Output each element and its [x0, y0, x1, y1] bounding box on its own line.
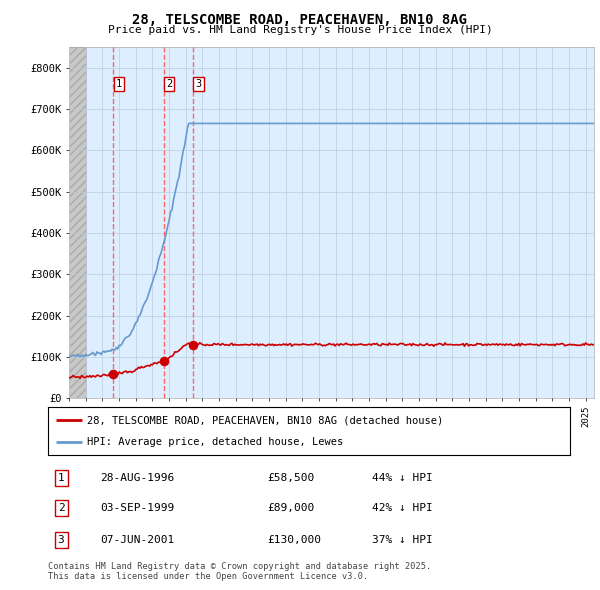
Text: 28-AUG-1996: 28-AUG-1996	[100, 473, 175, 483]
Text: 2: 2	[58, 503, 64, 513]
Text: £58,500: £58,500	[267, 473, 314, 483]
Text: 2: 2	[166, 80, 172, 89]
Point	[159, 357, 169, 366]
Text: Price paid vs. HM Land Registry's House Price Index (HPI): Price paid vs. HM Land Registry's House …	[107, 25, 493, 35]
Text: £89,000: £89,000	[267, 503, 314, 513]
Text: 44% ↓ HPI: 44% ↓ HPI	[371, 473, 433, 483]
Text: HPI: Average price, detached house, Lewes: HPI: Average price, detached house, Lewe…	[87, 437, 343, 447]
Text: 28, TELSCOMBE ROAD, PEACEHAVEN, BN10 8AG: 28, TELSCOMBE ROAD, PEACEHAVEN, BN10 8AG	[133, 13, 467, 27]
Text: 1: 1	[116, 80, 122, 89]
Text: 3: 3	[196, 80, 202, 89]
Text: £130,000: £130,000	[267, 535, 321, 545]
Text: 42% ↓ HPI: 42% ↓ HPI	[371, 503, 433, 513]
Bar	[69, 47, 86, 398]
Text: 37% ↓ HPI: 37% ↓ HPI	[371, 535, 433, 545]
Text: 1: 1	[58, 473, 64, 483]
Text: 28, TELSCOMBE ROAD, PEACEHAVEN, BN10 8AG (detached house): 28, TELSCOMBE ROAD, PEACEHAVEN, BN10 8AG…	[87, 415, 443, 425]
Point	[188, 340, 198, 349]
Point	[108, 369, 118, 379]
Text: Contains HM Land Registry data © Crown copyright and database right 2025.
This d: Contains HM Land Registry data © Crown c…	[48, 562, 431, 581]
Text: 07-JUN-2001: 07-JUN-2001	[100, 535, 175, 545]
Text: 03-SEP-1999: 03-SEP-1999	[100, 503, 175, 513]
Text: 3: 3	[58, 535, 64, 545]
